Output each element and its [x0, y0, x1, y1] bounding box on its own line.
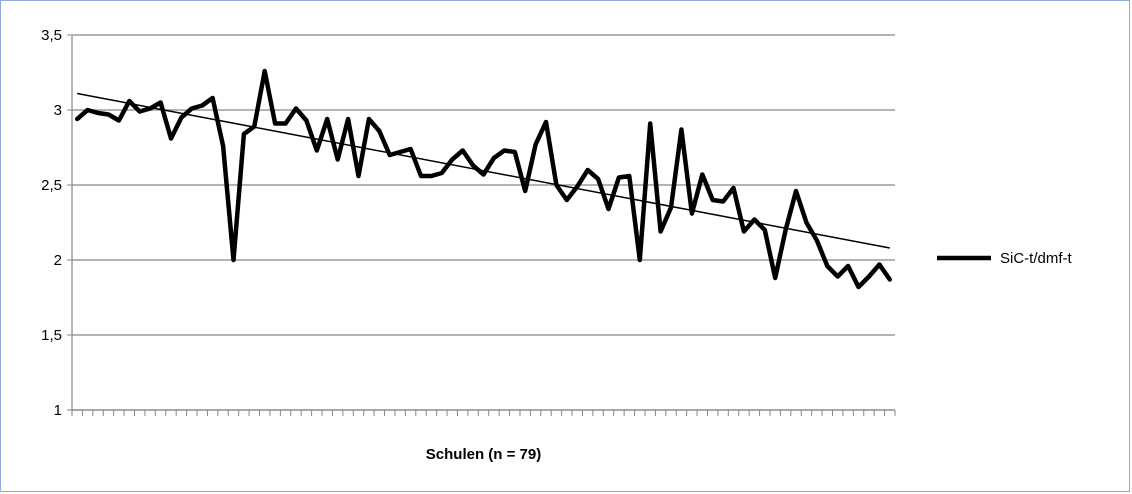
y-tick-labels: 1 1,5 2 2,5 3 3,5	[41, 27, 62, 419]
legend-label: SiC-t/dmf-t	[1000, 250, 1073, 267]
y-tick-label: 1,5	[41, 327, 62, 344]
y-tick-label: 3	[54, 102, 62, 119]
y-tick-label: 2	[54, 252, 62, 269]
gridlines	[67, 34, 895, 411]
y-tick-label: 3,5	[41, 27, 62, 44]
y-tick-label: 2,5	[41, 177, 62, 194]
x-axis	[71, 35, 896, 416]
x-axis-title: Schulen (n = 79)	[426, 446, 541, 463]
y-tick-label: 1	[54, 402, 62, 419]
series-line-sic-t-dmf-t	[74, 68, 893, 290]
legend: SiC-t/dmf-t	[937, 250, 1073, 267]
series-group	[74, 68, 893, 290]
